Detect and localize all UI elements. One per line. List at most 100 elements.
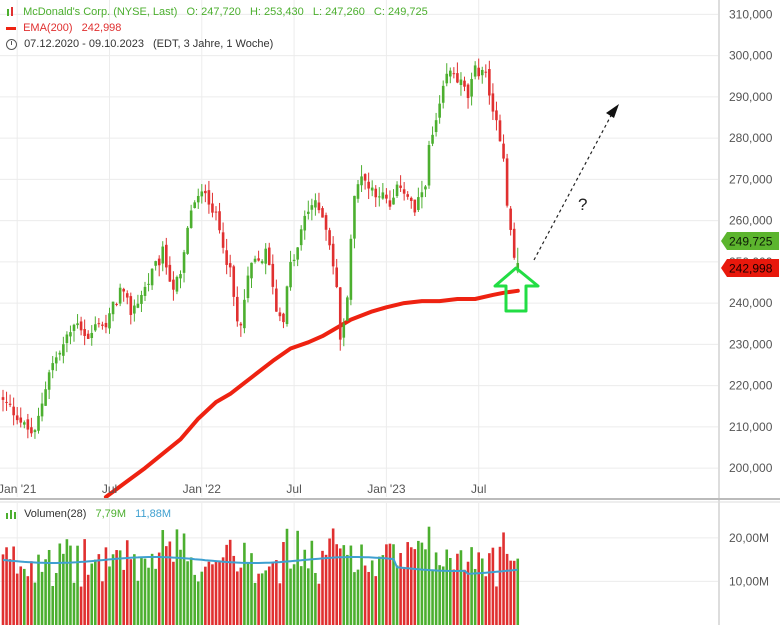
volume-bar — [94, 559, 97, 625]
volume-bar — [108, 566, 111, 625]
volume-bar — [86, 574, 90, 625]
volume-bar — [406, 542, 409, 625]
candle-body — [104, 322, 108, 328]
candle-body — [385, 194, 388, 199]
candle-body — [314, 200, 317, 208]
volume-bars-icon — [6, 509, 17, 520]
price-tick-label: 200,000 — [729, 461, 773, 475]
volume-bar — [150, 553, 154, 625]
ohlc-high: H: 253,430 — [249, 6, 304, 18]
candle-body — [168, 264, 172, 282]
volume-bar — [207, 561, 211, 625]
candle-body — [512, 228, 516, 258]
ohlc-close: C: 249,725 — [373, 6, 428, 18]
price-tick-label: 280,000 — [729, 131, 773, 145]
candle-body — [136, 303, 140, 308]
candle-body — [342, 323, 346, 338]
candle-body — [459, 79, 463, 85]
volume-bar — [157, 552, 161, 625]
volume-average-line — [2, 556, 518, 575]
volume-bar — [299, 566, 303, 625]
candle-body — [221, 232, 225, 248]
candle-body — [289, 261, 292, 288]
candle-body — [317, 202, 321, 211]
candle-body — [353, 195, 356, 239]
volume-bar — [23, 568, 26, 625]
volume-bar — [438, 565, 441, 625]
candle-body — [250, 262, 253, 279]
candle-body — [413, 199, 417, 213]
volume-bar — [456, 553, 459, 625]
candle-body — [211, 203, 214, 213]
volume-bar — [186, 561, 189, 625]
volume-bar — [104, 547, 108, 625]
candle-body — [498, 120, 502, 142]
candle-body — [140, 294, 143, 304]
volume-bar — [349, 545, 353, 625]
candle-body — [477, 67, 480, 77]
volume-bar — [445, 549, 449, 625]
candle-body — [182, 252, 186, 273]
volume-bar — [370, 560, 374, 625]
candle-body — [310, 205, 314, 210]
candle-body — [58, 352, 62, 355]
candle-body — [51, 363, 54, 371]
volume-bar — [1, 554, 5, 625]
legend-series: McDonald's Corp. (NYSE, Last) O: 247,720… — [6, 6, 428, 18]
ema-layer — [103, 288, 520, 499]
volume-bar — [225, 544, 228, 625]
volume-bar — [47, 549, 51, 625]
ema-swatch — [6, 26, 16, 30]
candle-body — [395, 184, 399, 197]
candle-body — [79, 321, 83, 331]
volume-bar — [434, 552, 438, 625]
ema-price-badge: 242,998 — [721, 259, 779, 277]
volume-bar — [182, 533, 186, 625]
volume-tick-label: 20,00M — [729, 531, 769, 545]
candle-body — [466, 84, 470, 99]
volume-bar — [218, 560, 221, 625]
time-tick-label: Jul — [471, 482, 486, 496]
time-tick-label: Jan '22 — [183, 482, 222, 496]
volume-bar — [37, 554, 40, 625]
volume-bar — [484, 576, 488, 625]
volume-bar — [473, 568, 477, 625]
price-tick-label: 220,000 — [729, 379, 773, 393]
volume-bar — [5, 547, 8, 625]
candle-body — [157, 258, 161, 266]
candle-body — [452, 73, 456, 75]
candle-body — [108, 313, 111, 329]
volume-bar — [129, 559, 133, 625]
volume-tick-label: 10,00M — [729, 574, 769, 588]
volume-bar — [8, 559, 12, 625]
ema-price-label: 242,998 — [729, 262, 773, 276]
time-tick-label: Jul — [286, 482, 301, 496]
annotation-question-mark: ? — [578, 195, 587, 214]
volume-bar — [15, 573, 19, 625]
candle-body — [441, 85, 445, 103]
candle-body — [232, 266, 236, 297]
candle-body — [172, 279, 175, 290]
volume-bar — [399, 553, 402, 625]
volume-bar — [101, 581, 104, 625]
candle-body — [214, 211, 218, 213]
clock-icon — [6, 38, 17, 50]
volume-bar — [459, 550, 463, 625]
volume-bar — [374, 576, 378, 625]
candle-body — [267, 247, 271, 266]
last-price-label: 249,725 — [729, 235, 773, 249]
price-tick-label: 240,000 — [729, 296, 773, 310]
volume-bar — [395, 565, 399, 625]
candle-body — [72, 324, 76, 331]
volume-bar — [154, 568, 157, 625]
price-tick-label: 210,000 — [729, 420, 773, 434]
volume-bar — [76, 545, 79, 625]
candle-body — [154, 261, 157, 266]
volume-bar — [307, 568, 310, 625]
volume-bar — [495, 586, 498, 625]
candle-body — [331, 243, 335, 267]
candle-body — [228, 263, 232, 268]
period-range: 07.12.2020 - 09.10.2023 — [24, 38, 144, 50]
volume-bar — [200, 571, 204, 625]
